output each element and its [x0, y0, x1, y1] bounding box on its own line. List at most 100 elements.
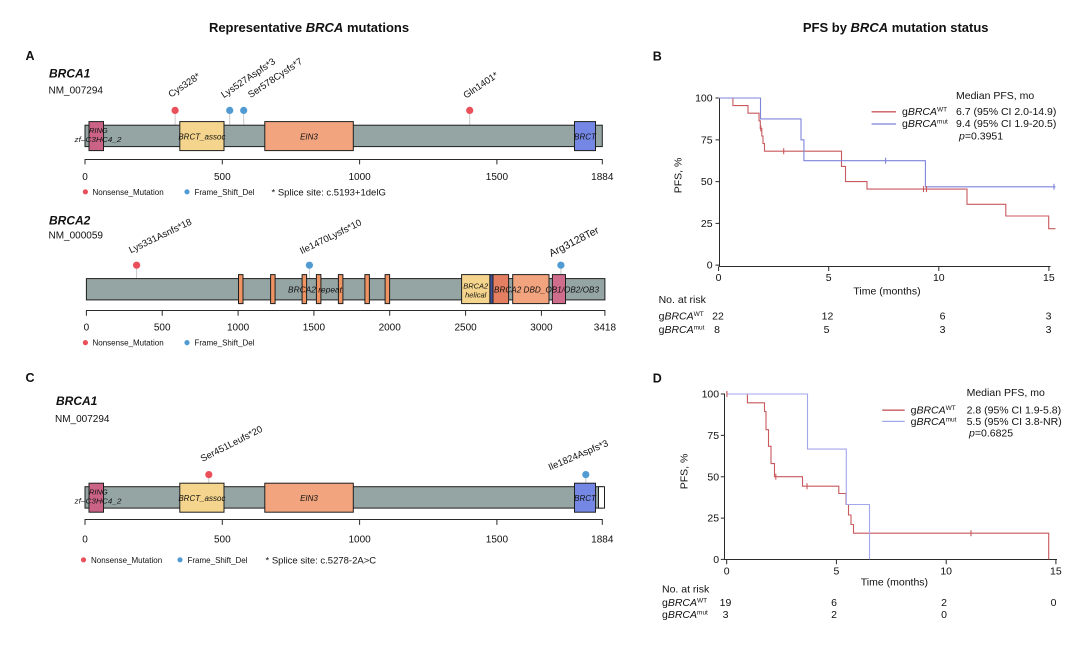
svg-text:2000: 2000 [379, 323, 402, 334]
svg-text:1500: 1500 [486, 172, 509, 183]
svg-text:15: 15 [1043, 272, 1055, 284]
svg-text:Nonsense_Mutation: Nonsense_Mutation [91, 556, 162, 565]
svg-text:1000: 1000 [348, 172, 371, 183]
svg-text:RING: RING [89, 488, 108, 497]
svg-text:5: 5 [826, 272, 832, 284]
svg-text:BRCA1: BRCA1 [49, 67, 91, 81]
svg-text:500: 500 [214, 535, 231, 546]
svg-text:25: 25 [707, 513, 719, 525]
svg-text:0: 0 [941, 609, 947, 621]
svg-text:gBRCAWT: gBRCAWT [902, 106, 947, 118]
svg-text:* Splice site: c.5278-2A>C: * Splice site: c.5278-2A>C [266, 556, 377, 567]
svg-text:50: 50 [707, 471, 719, 483]
svg-text:1884: 1884 [591, 535, 614, 546]
svg-text:6.7 (95% CI 2.0-14.9): 6.7 (95% CI 2.0-14.9) [956, 106, 1056, 118]
svg-text:1000: 1000 [227, 323, 250, 334]
svg-text:Gln1401*: Gln1401* [462, 70, 501, 101]
svg-text:Ser451Leufs*20: Ser451Leufs*20 [199, 424, 265, 465]
svg-text:Ile1470Lysfs*10: Ile1470Lysfs*10 [298, 218, 363, 257]
svg-text:8: 8 [714, 324, 720, 336]
svg-text:No. at risk: No. at risk [662, 584, 710, 596]
svg-text:1884: 1884 [591, 172, 614, 183]
svg-text:5: 5 [833, 565, 839, 577]
svg-text:15: 15 [1050, 565, 1062, 577]
svg-text:PFS by BRCA mutation status: PFS by BRCA mutation status [803, 20, 989, 35]
svg-text:3: 3 [723, 609, 729, 621]
svg-text:Ile1824Aspfs*3: Ile1824Aspfs*3 [547, 438, 610, 473]
svg-text:3: 3 [940, 324, 946, 336]
svg-text:BRCT_assoc: BRCT_assoc [178, 133, 225, 142]
svg-text:100: 100 [702, 389, 720, 401]
svg-text:100: 100 [695, 93, 713, 105]
svg-text:0: 0 [707, 260, 713, 272]
svg-text:25: 25 [701, 218, 713, 230]
svg-text:No. at risk: No. at risk [659, 294, 707, 306]
svg-text:22: 22 [712, 311, 724, 323]
svg-text:BRCT: BRCT [574, 494, 597, 503]
svg-text:5.5 (95% CI 3.8-NR): 5.5 (95% CI 3.8-NR) [967, 416, 1062, 428]
svg-text:B: B [653, 50, 662, 64]
svg-text:0: 0 [724, 565, 730, 577]
svg-text:gBRCAmut: gBRCAmut [911, 416, 957, 428]
svg-text:6: 6 [831, 597, 837, 609]
svg-text:gBRCAmut: gBRCAmut [662, 609, 708, 621]
svg-text:BRCA1: BRCA1 [56, 394, 98, 408]
svg-text:1500: 1500 [486, 535, 509, 546]
svg-text:3: 3 [1046, 324, 1052, 336]
svg-text:Representative BRCA mutations: Representative BRCA mutations [209, 20, 409, 35]
svg-text:gBRCAWT: gBRCAWT [659, 311, 704, 323]
svg-text:Median PFS, mo: Median PFS, mo [956, 90, 1034, 102]
svg-text:p=0.6825: p=0.6825 [968, 427, 1013, 439]
svg-text:Nonsense_Mutation: Nonsense_Mutation [93, 188, 164, 197]
svg-text:Arg3128Ter: Arg3128Ter [547, 224, 601, 260]
svg-text:zf–C3HC4_2: zf–C3HC4_2 [73, 497, 122, 506]
svg-text:2: 2 [831, 609, 837, 621]
svg-text:NM_007294: NM_007294 [55, 414, 110, 425]
svg-text:75: 75 [707, 430, 719, 442]
svg-text:BRCA2 repeat: BRCA2 repeat [288, 286, 343, 295]
svg-text:1000: 1000 [348, 535, 371, 546]
svg-text:Nonsense_Mutation: Nonsense_Mutation [93, 339, 164, 348]
svg-text:3418: 3418 [594, 323, 617, 334]
svg-text:C: C [26, 371, 35, 385]
svg-text:gBRCAmut: gBRCAmut [659, 324, 705, 336]
svg-text:0: 0 [84, 323, 90, 334]
svg-text:BRCA2: BRCA2 [463, 282, 489, 291]
svg-text:2.8 (95% CI 1.9-5.8): 2.8 (95% CI 1.9-5.8) [967, 405, 1062, 417]
svg-text:0: 0 [82, 535, 88, 546]
svg-text:D: D [653, 371, 662, 385]
svg-text:0: 0 [1051, 597, 1057, 609]
svg-text:helical: helical [465, 291, 487, 300]
svg-text:2: 2 [941, 597, 947, 609]
svg-text:6: 6 [940, 311, 946, 323]
svg-text:EIN3: EIN3 [300, 133, 318, 142]
svg-text:gBRCAWT: gBRCAWT [911, 405, 956, 417]
svg-text:BRCA2 DBD_OB1/OB2/OB3: BRCA2 DBD_OB1/OB2/OB3 [494, 286, 600, 295]
svg-text:Time (months): Time (months) [861, 576, 928, 588]
svg-text:0: 0 [716, 272, 722, 284]
svg-text:2500: 2500 [454, 323, 477, 334]
svg-text:BRCT_assoc: BRCT_assoc [178, 494, 225, 503]
svg-text:gBRCAmut: gBRCAmut [902, 118, 948, 130]
svg-text:NM_000059: NM_000059 [49, 231, 104, 242]
svg-text:500: 500 [154, 323, 171, 334]
svg-text:NM_007294: NM_007294 [49, 86, 104, 97]
svg-text:p=0.3951: p=0.3951 [958, 131, 1003, 143]
svg-text:PFS, %: PFS, % [673, 158, 685, 194]
svg-text:* Splice site: c.5193+1delG: * Splice site: c.5193+1delG [272, 187, 386, 198]
svg-text:19: 19 [720, 597, 732, 609]
svg-text:10: 10 [933, 272, 945, 284]
svg-text:Frame_Shift_Del: Frame_Shift_Del [188, 556, 248, 565]
svg-text:BRCT: BRCT [574, 133, 597, 142]
svg-text:1500: 1500 [303, 323, 326, 334]
svg-text:Median PFS, mo: Median PFS, mo [967, 387, 1045, 399]
svg-text:PFS, %: PFS, % [679, 454, 691, 490]
svg-text:9.4 (95% CI 1.9-20.5): 9.4 (95% CI 1.9-20.5) [956, 118, 1056, 130]
svg-text:EIN3: EIN3 [300, 494, 318, 503]
svg-text:A: A [26, 49, 35, 63]
svg-text:Time (months): Time (months) [853, 285, 920, 297]
svg-text:5: 5 [824, 324, 830, 336]
svg-text:3000: 3000 [530, 323, 553, 334]
svg-text:Lys331Asnfs*18: Lys331Asnfs*18 [127, 217, 193, 256]
svg-text:Frame_Shift_Del: Frame_Shift_Del [195, 188, 255, 197]
